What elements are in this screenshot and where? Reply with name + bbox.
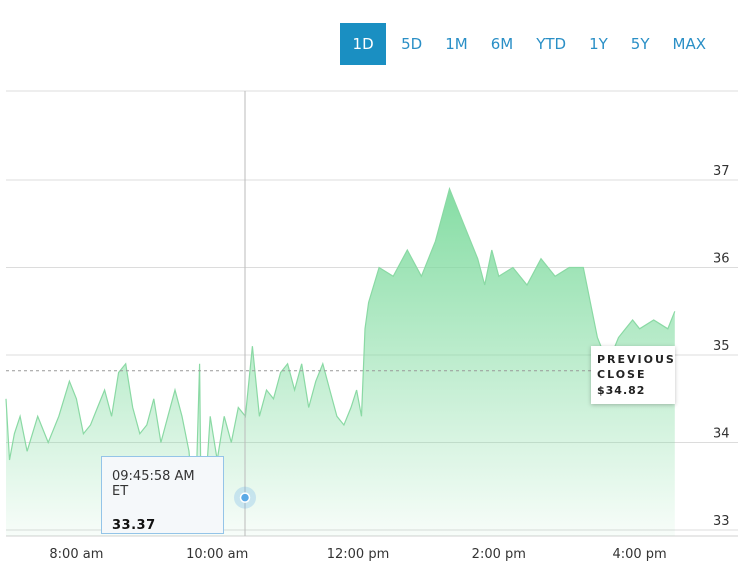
y-axis: 33 34 35 36 37 — [713, 164, 730, 529]
range-tab-6m[interactable]: 6M — [490, 35, 514, 53]
x-tick-label: 4:00 pm — [612, 547, 666, 562]
y-tick-label: 37 — [713, 164, 730, 179]
x-tick-label: 10:00 am — [186, 547, 248, 562]
range-tab-1d[interactable]: 1D — [340, 23, 387, 65]
x-axis: 8:00 am 10:00 am 12:00 pm 2:00 pm 4:00 pm — [49, 547, 666, 562]
y-tick-label: 34 — [713, 427, 730, 442]
range-selector: 1D 5D 1M 6M YTD 1Y 5Y MAX — [333, 23, 714, 65]
range-tab-5d[interactable]: 5D — [401, 35, 423, 53]
x-tick-label: 2:00 pm — [472, 547, 526, 562]
crosshair-dot[interactable] — [239, 492, 251, 503]
tooltip-value: 33.37 — [112, 518, 156, 533]
range-tab-1y[interactable]: 1Y — [589, 35, 608, 53]
price-area — [6, 188, 675, 537]
tooltip-time: 09:45:58 AM ET — [112, 469, 195, 499]
previous-close-value: $34.82 — [597, 384, 646, 397]
x-tick-label: 8:00 am — [49, 547, 103, 562]
range-tab-max[interactable]: MAX — [672, 35, 706, 53]
previous-close-title-line1: PREVIOUS — [597, 353, 676, 366]
x-tick-label: 12:00 pm — [327, 547, 390, 562]
previous-close-label: PREVIOUS CLOSE $34.82 — [591, 346, 675, 404]
range-tab-ytd[interactable]: YTD — [536, 35, 567, 53]
previous-close-title-line2: CLOSE — [597, 368, 647, 381]
range-tab-5y[interactable]: 5Y — [630, 35, 650, 53]
range-tab-1m[interactable]: 1M — [445, 35, 468, 53]
price-line — [5, 186, 676, 506]
y-tick-label: 33 — [713, 514, 730, 529]
y-tick-label: 36 — [713, 252, 730, 267]
price-tooltip: 09:45:58 AM ET 33.37 — [101, 456, 224, 534]
y-tick-label: 35 — [713, 339, 730, 354]
crosshair[interactable] — [234, 91, 256, 536]
price-series — [5, 186, 676, 537]
